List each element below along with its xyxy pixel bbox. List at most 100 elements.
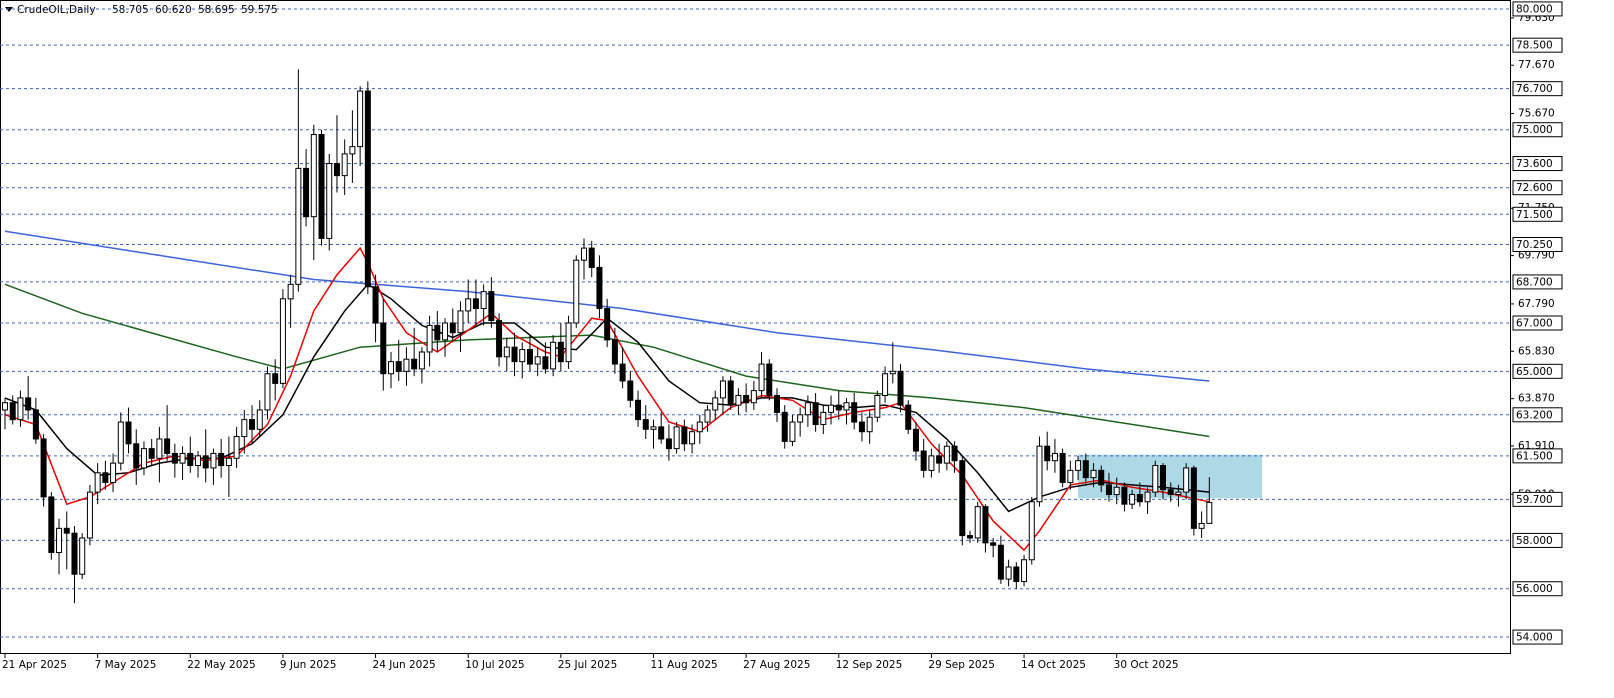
candle-body [372, 286, 379, 324]
candle-body [418, 351, 425, 370]
candle-body [388, 361, 394, 375]
x-tick-label: 14 Oct 2025 [1021, 659, 1086, 671]
candle-body [434, 324, 441, 341]
candle-body [1113, 486, 1120, 496]
candle-body [1005, 566, 1012, 580]
candle-body [156, 438, 163, 459]
candle-body [997, 544, 1004, 580]
candle-body [943, 445, 950, 464]
x-tick-label: 11 Aug 2025 [650, 659, 717, 671]
candle-body [318, 134, 325, 239]
level-label: 80.000 [1516, 3, 1553, 15]
candle-body [511, 346, 518, 363]
candle-body [820, 411, 827, 425]
candle-body [743, 394, 750, 404]
level-label-box [1512, 363, 1563, 379]
menu-arrow[interactable] [5, 7, 13, 12]
level-label-box [1512, 581, 1563, 597]
candle-body [774, 394, 780, 413]
level-label: 67.000 [1516, 317, 1553, 329]
candle-body [1160, 465, 1166, 491]
candle-body [210, 452, 217, 469]
candle-body [1121, 486, 1128, 505]
candle-body [951, 445, 958, 462]
candle-body [395, 361, 402, 372]
candle-body [704, 409, 711, 423]
candle-body [94, 472, 101, 493]
candle-body [102, 472, 109, 483]
x-tick-label: 9 Jun 2025 [280, 659, 336, 671]
candle-body [851, 402, 858, 423]
level-label: 78.500 [1516, 40, 1553, 52]
level-label: 54.000 [1516, 632, 1553, 644]
candle-body [71, 532, 78, 575]
candle-body [310, 134, 317, 218]
candle-body [719, 380, 726, 399]
candle-body [1144, 491, 1151, 503]
candle-body [928, 455, 935, 471]
candle-body [202, 455, 209, 469]
candle-body [86, 491, 93, 539]
candle-body [1098, 469, 1105, 486]
candle-body [750, 390, 757, 404]
candle-body [696, 421, 703, 433]
candle-body [843, 402, 850, 411]
y-tick-label: 69.790 [1518, 250, 1555, 262]
level-label: 61.500 [1516, 450, 1553, 462]
candle-body [1082, 460, 1089, 479]
candle-body [503, 346, 510, 358]
candle-body [1090, 469, 1097, 479]
y-tick-label: 65.830 [1518, 345, 1555, 357]
level-label-box [1512, 37, 1563, 53]
candle-body [758, 363, 765, 392]
candle-body [797, 414, 804, 423]
level-label-box [1512, 81, 1563, 97]
candle-body [295, 167, 302, 285]
x-tick-label: 10 Jul 2025 [465, 659, 524, 671]
candle-body [681, 426, 688, 445]
candle-body [1152, 465, 1159, 493]
candle-body [63, 527, 70, 534]
level-label: 73.600 [1516, 158, 1553, 170]
candle-body [442, 322, 449, 341]
candle-body [187, 452, 194, 467]
candle-body [835, 404, 842, 411]
candle-body [550, 341, 557, 370]
candle-body [557, 341, 564, 363]
candle-body [526, 349, 533, 365]
candle-body [611, 339, 618, 365]
level-label: 65.000 [1516, 366, 1553, 378]
y-tick-label: 77.670 [1518, 59, 1555, 71]
candle-body [264, 373, 271, 411]
candle-body [781, 411, 788, 442]
candle-body [604, 308, 611, 341]
candle-body [974, 506, 981, 539]
candle-body [233, 436, 240, 459]
candle-body [40, 438, 47, 498]
candle-body [812, 402, 819, 425]
candle-body [1013, 566, 1020, 582]
candle-body [480, 291, 487, 310]
level-label: 58.000 [1516, 535, 1553, 547]
candle-body [164, 438, 171, 454]
x-tick-label: 12 Sep 2025 [836, 659, 903, 671]
candle-body [472, 298, 479, 310]
candle-body [519, 349, 526, 363]
x-tick-label: 27 Aug 2025 [743, 659, 810, 671]
candle-body [1198, 523, 1205, 529]
y-tick-label: 63.870 [1518, 393, 1555, 405]
candle-body [140, 448, 147, 469]
candle-body [1129, 494, 1136, 505]
candle-body [882, 373, 889, 396]
level-label: 56.000 [1516, 583, 1553, 595]
candle-body [357, 90, 364, 148]
moving-average [4, 283, 1210, 438]
level-label-box [1512, 629, 1563, 645]
candle-body [465, 298, 472, 312]
candle-body [179, 452, 186, 464]
y-tick-label: 75.670 [1518, 108, 1555, 120]
candle-body [488, 291, 495, 322]
candle-body [218, 452, 225, 467]
level-label: 59.700 [1516, 494, 1553, 506]
